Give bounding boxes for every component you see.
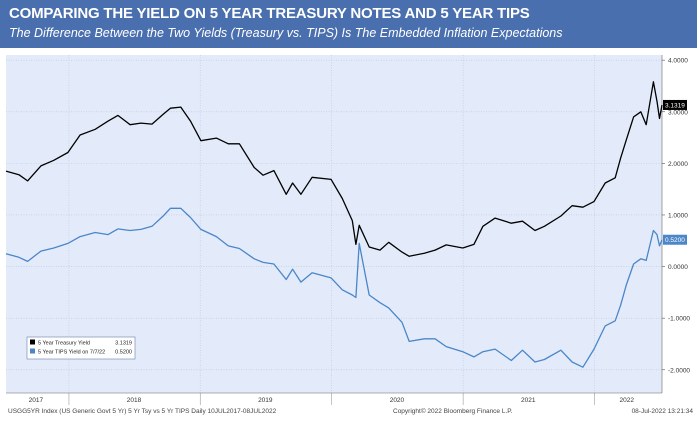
tips-yield-line: [5, 207, 663, 368]
legend: 5 Year Treasury Yield 3.1319 5 Year TIPS Y…: [26, 336, 136, 360]
yield-chart: 4.0000 3.0000 2.0000 1.0000 0.0000 -1.0000 -2.…: [5, 55, 690, 405]
x-tick-label: 2022: [620, 397, 635, 404]
footer-copyright: Copyright© 2022 Bloomberg Finance L.P.: [393, 408, 513, 415]
legend-swatch: [30, 339, 35, 345]
treasury-yield-line: [5, 81, 663, 257]
legend-swatch: [30, 348, 35, 354]
last-value-box: [663, 99, 687, 110]
legend-series-value: 0.5200: [115, 350, 132, 356]
tips-last-value-tag: 0.5200: [663, 234, 687, 245]
chart-title: COMPARING THE YIELD ON 5 YEAR TREASURY N…: [9, 5, 530, 22]
x-axis: 2017 2018 2019 2020 2021 2022: [6, 55, 662, 405]
title-banner: COMPARING THE YIELD ON 5 YEAR TREASURY N…: [0, 0, 697, 48]
legend-series-name: 5 Year TIPS Yield on 7/7/22: [38, 350, 105, 356]
y-axis: 4.0000 3.0000 2.0000 1.0000 0.0000 -1.0000 -2.…: [6, 55, 690, 393]
plot-background: [6, 55, 662, 393]
y-tick-label: 0.0000: [668, 264, 688, 271]
last-value-label: 0.5200: [665, 237, 685, 244]
last-value-box: [663, 234, 687, 245]
y-tick-label: -1.0000: [668, 316, 690, 323]
footer-index-description: USGG5YR Index (US Generic Govt 5 Yr) 5 Y…: [8, 408, 277, 415]
legend-series-name: 5 Year Treasury Yield: [38, 341, 90, 347]
chart-subtitle: The Difference Between the Two Yields (T…: [9, 26, 563, 40]
x-tick-label: 2017: [29, 397, 44, 404]
x-tick-label: 2019: [258, 397, 273, 404]
legend-series-value: 3.1319: [115, 341, 132, 347]
footer-timestamp: 08-Jul-2022 13:21:34: [631, 408, 693, 415]
y-tick-label: 2.0000: [668, 161, 688, 168]
last-value-label: 3.1319: [665, 102, 685, 109]
treasury-last-value-tag: 3.1319: [663, 99, 687, 110]
x-tick-label: 2020: [390, 397, 405, 404]
y-tick-label: 3.0000: [668, 109, 688, 116]
y-tick-label: 4.0000: [668, 58, 688, 65]
chart-area: 4.0000 3.0000 2.0000 1.0000 0.0000 -1.0000 -2.…: [0, 53, 697, 423]
legend-box: [26, 336, 136, 360]
y-tick-label: 1.0000: [668, 212, 688, 219]
x-tick-label: 2018: [127, 397, 142, 404]
y-tick-label: -2.0000: [668, 367, 690, 374]
x-tick-label: 2021: [521, 397, 536, 404]
